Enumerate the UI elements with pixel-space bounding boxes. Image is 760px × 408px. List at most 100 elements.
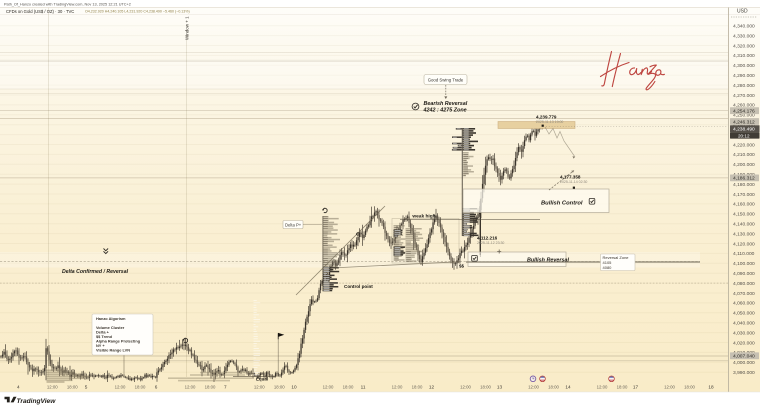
svg-text:4,254.176: 4,254.176 bbox=[733, 109, 755, 115]
svg-text:4,050.000: 4,050.000 bbox=[733, 311, 755, 317]
svg-text:4,250.000: 4,250.000 bbox=[733, 113, 755, 119]
svg-text:11: 11 bbox=[361, 384, 366, 389]
svg-text:4,120.000: 4,120.000 bbox=[733, 241, 755, 247]
svg-text:4,177.358: 4,177.358 bbox=[560, 174, 581, 179]
svg-text:4,238.490: 4,238.490 bbox=[733, 126, 755, 132]
svg-text:18:00: 18:00 bbox=[412, 384, 423, 389]
svg-text:4,112.216: 4,112.216 bbox=[477, 235, 498, 240]
svg-text:Bullish Control: Bullish Control bbox=[541, 200, 583, 206]
svg-text:Delta +: Delta + bbox=[96, 329, 110, 334]
svg-text:18:00: 18:00 bbox=[274, 384, 285, 389]
svg-text:12:00: 12:00 bbox=[185, 384, 196, 389]
svg-text:CFDs on Gold (US$ / OZ) · 30 ·: CFDs on Gold (US$ / OZ) · 30 · TVC bbox=[6, 9, 74, 14]
svg-text:Reversal Zone: Reversal Zone bbox=[603, 255, 630, 260]
svg-text:4,150.000: 4,150.000 bbox=[733, 212, 755, 218]
svg-text:18:00: 18:00 bbox=[617, 384, 628, 389]
svg-text:6: 6 bbox=[155, 384, 158, 389]
svg-text:4,040.000: 4,040.000 bbox=[733, 321, 755, 327]
svg-text:12:00: 12:00 bbox=[664, 384, 675, 389]
svg-text:12:00: 12:00 bbox=[115, 384, 126, 389]
svg-text:12:00: 12:00 bbox=[392, 384, 403, 389]
svg-text:3,990.000: 3,990.000 bbox=[733, 370, 755, 376]
svg-text:4,080.000: 4,080.000 bbox=[733, 281, 755, 287]
svg-text:Delta Confirmed / Reversal: Delta Confirmed / Reversal bbox=[62, 269, 129, 275]
svg-text:4,007.040: 4,007.040 bbox=[733, 354, 755, 360]
svg-text:4,070.000: 4,070.000 bbox=[733, 291, 755, 297]
svg-text:12:00: 12:00 bbox=[254, 384, 265, 389]
svg-text:Control point: Control point bbox=[344, 284, 373, 289]
svg-text:4,340.000: 4,340.000 bbox=[733, 24, 755, 30]
svg-text:weak high: weak high bbox=[411, 213, 435, 219]
svg-text:4080: 4080 bbox=[603, 265, 613, 270]
svg-text:4,100.000: 4,100.000 bbox=[733, 261, 755, 267]
svg-text:4,220.000: 4,220.000 bbox=[733, 142, 755, 148]
svg-text:Window + 1: Window + 1 bbox=[185, 16, 190, 40]
svg-text:10: 10 bbox=[291, 384, 297, 389]
svg-text:4,140.000: 4,140.000 bbox=[733, 222, 755, 228]
svg-text:4,020.000: 4,020.000 bbox=[733, 340, 755, 346]
svg-text:12:00: 12:00 bbox=[47, 384, 58, 389]
svg-text:4: 4 bbox=[17, 384, 20, 389]
svg-text:14: 14 bbox=[565, 384, 571, 389]
svg-text:2025-11-12 23:30: 2025-11-12 23:30 bbox=[477, 241, 504, 245]
svg-text:18:00: 18:00 bbox=[205, 384, 216, 389]
svg-text:Good Swing Trade: Good Swing Trade bbox=[428, 77, 464, 82]
svg-text:NY +: NY + bbox=[96, 343, 105, 348]
svg-text:13: 13 bbox=[497, 384, 503, 389]
svg-text:4,000.000: 4,000.000 bbox=[733, 360, 755, 366]
svg-text:18:00: 18:00 bbox=[343, 384, 354, 389]
svg-text:Visible Range LVN: Visible Range LVN bbox=[96, 347, 130, 352]
svg-text:12: 12 bbox=[429, 384, 435, 389]
svg-text:7: 7 bbox=[224, 384, 227, 389]
svg-text:4,300.000: 4,300.000 bbox=[733, 63, 755, 69]
svg-text:18:00: 18:00 bbox=[67, 384, 78, 389]
svg-text:12:00: 12:00 bbox=[597, 384, 608, 389]
svg-text:4,180.000: 4,180.000 bbox=[733, 182, 755, 188]
svg-text:4,186.312: 4,186.312 bbox=[733, 176, 755, 182]
svg-text:5: 5 bbox=[85, 384, 88, 389]
svg-text:18: 18 bbox=[708, 384, 714, 389]
svg-text:Path_Of_Hanzo created with Tra: Path_Of_Hanzo created with TradingView.c… bbox=[4, 2, 131, 6]
svg-text:C ·: C · bbox=[356, 232, 362, 238]
svg-text:4,210.000: 4,210.000 bbox=[733, 152, 755, 158]
svg-text:4,200.000: 4,200.000 bbox=[733, 162, 755, 168]
svg-text:TradingView: TradingView bbox=[17, 398, 57, 405]
svg-text:$$: $$ bbox=[459, 264, 465, 269]
svg-text:4,090.000: 4,090.000 bbox=[733, 271, 755, 277]
svg-text:4,270.000: 4,270.000 bbox=[733, 93, 755, 99]
svg-text:Bullish Reversal: Bullish Reversal bbox=[527, 257, 569, 263]
svg-text:4,170.000: 4,170.000 bbox=[733, 192, 755, 198]
svg-text:4105: 4105 bbox=[603, 260, 613, 265]
svg-text:18:00: 18:00 bbox=[548, 384, 559, 389]
svg-text:$$ Trend: $$ Trend bbox=[96, 334, 113, 339]
svg-text:USD: USD bbox=[737, 9, 748, 15]
svg-text:Alpha Range Protecting: Alpha Range Protecting bbox=[96, 338, 141, 343]
svg-text:2025-11-13 19:00: 2025-11-13 19:00 bbox=[536, 120, 563, 124]
svg-text:4,290.000: 4,290.000 bbox=[733, 73, 755, 79]
svg-text:12:00: 12:00 bbox=[460, 384, 471, 389]
svg-text:4,130.000: 4,130.000 bbox=[733, 231, 755, 237]
svg-text:18:00: 18:00 bbox=[135, 384, 146, 389]
svg-text:12:00: 12:00 bbox=[528, 384, 539, 389]
svg-text:Hanzo Algorism: Hanzo Algorism bbox=[96, 316, 126, 321]
svg-text:4,060.000: 4,060.000 bbox=[733, 301, 755, 307]
svg-text:4,246.312: 4,246.312 bbox=[733, 119, 755, 125]
svg-text:Volume Cluster: Volume Cluster bbox=[96, 325, 125, 330]
svg-text:18:00: 18:00 bbox=[480, 384, 491, 389]
svg-text:Delta P+: Delta P+ bbox=[285, 222, 302, 227]
svg-text:4,310.000: 4,310.000 bbox=[733, 53, 755, 59]
svg-text:Bearish Reversal: Bearish Reversal bbox=[424, 101, 468, 107]
svg-text:17: 17 bbox=[633, 384, 639, 389]
svg-text:Equal: Equal bbox=[256, 377, 268, 382]
svg-text:20:12: 20:12 bbox=[738, 133, 750, 138]
svg-text:2025-11-14 02:30: 2025-11-14 02:30 bbox=[560, 180, 587, 184]
svg-text:4,260.000: 4,260.000 bbox=[733, 103, 755, 109]
svg-text:4242 : 4275 Zone: 4242 : 4275 Zone bbox=[423, 108, 467, 114]
svg-text:4,030.000: 4,030.000 bbox=[733, 330, 755, 336]
svg-text:4,239.779: 4,239.779 bbox=[536, 114, 557, 119]
svg-text:4,330.000: 4,330.000 bbox=[733, 33, 755, 39]
svg-text:4,320.000: 4,320.000 bbox=[733, 43, 755, 49]
svg-text:4,280.000: 4,280.000 bbox=[733, 83, 755, 89]
svg-text:O4,232.920 H4,240.105 L4,231.9: O4,232.920 H4,240.105 L4,231.920 C4,238.… bbox=[85, 10, 190, 14]
svg-text:12:00: 12:00 bbox=[323, 384, 334, 389]
